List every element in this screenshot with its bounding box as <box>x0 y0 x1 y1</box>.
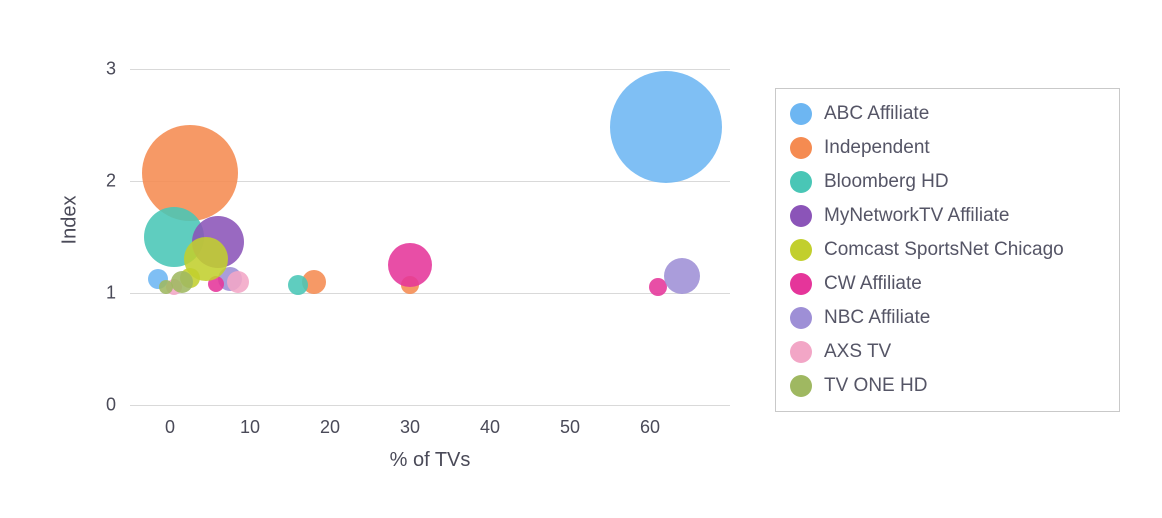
legend-label: NBC Affiliate <box>824 307 930 329</box>
legend-swatch-icon <box>790 137 812 159</box>
x-tick-label: 60 <box>640 417 660 438</box>
x-tick-label: 40 <box>480 417 500 438</box>
plot-area <box>130 35 730 405</box>
legend-swatch-icon <box>790 375 812 397</box>
legend: ABC Affiliate Independent Bloomberg HD MyNe… <box>775 88 1120 412</box>
legend-swatch-icon <box>790 103 812 125</box>
legend-label: AXS TV <box>824 341 891 363</box>
legend-item[interactable]: TV ONE HD <box>790 375 1101 397</box>
legend-label: Comcast SportsNet Chicago <box>824 239 1064 261</box>
y-tick-label: 2 <box>106 170 116 191</box>
bubble-point[interactable] <box>142 125 238 221</box>
y-tick-label: 0 <box>106 395 116 416</box>
bubble-point[interactable] <box>288 275 308 295</box>
chart-container: Index % of TVs ABC Affiliate Independent B… <box>0 0 1162 518</box>
gridline <box>130 405 730 406</box>
legend-swatch-icon <box>790 341 812 363</box>
legend-label: Independent <box>824 137 930 159</box>
legend-swatch-icon <box>790 273 812 295</box>
bubble-point[interactable] <box>610 71 722 183</box>
x-tick-label: 30 <box>400 417 420 438</box>
legend-label: CW Affiliate <box>824 273 922 295</box>
legend-item[interactable]: NBC Affiliate <box>790 307 1101 329</box>
legend-swatch-icon <box>790 205 812 227</box>
legend-swatch-icon <box>790 307 812 329</box>
legend-swatch-icon <box>790 171 812 193</box>
y-tick-label: 1 <box>106 282 116 303</box>
legend-swatch-icon <box>790 239 812 261</box>
bubble-point[interactable] <box>227 271 249 293</box>
gridline <box>130 293 730 294</box>
legend-item[interactable]: CW Affiliate <box>790 273 1101 295</box>
legend-item[interactable]: MyNetworkTV Affiliate <box>790 205 1101 227</box>
legend-label: TV ONE HD <box>824 375 927 397</box>
legend-item[interactable]: AXS TV <box>790 341 1101 363</box>
legend-label: ABC Affiliate <box>824 103 929 125</box>
x-tick-label: 0 <box>165 417 175 438</box>
legend-label: MyNetworkTV Affiliate <box>824 205 1009 227</box>
y-axis-title: Index <box>59 196 82 245</box>
x-tick-label: 20 <box>320 417 340 438</box>
legend-label: Bloomberg HD <box>824 171 949 193</box>
x-tick-label: 10 <box>240 417 260 438</box>
gridline <box>130 69 730 70</box>
bubble-point[interactable] <box>388 243 432 287</box>
legend-item[interactable]: Comcast SportsNet Chicago <box>790 239 1101 261</box>
legend-item[interactable]: Bloomberg HD <box>790 171 1101 193</box>
legend-item[interactable]: ABC Affiliate <box>790 103 1101 125</box>
x-tick-label: 50 <box>560 417 580 438</box>
legend-item[interactable]: Independent <box>790 137 1101 159</box>
bubble-point[interactable] <box>664 258 700 294</box>
x-axis-title: % of TVs <box>390 449 471 472</box>
y-tick-label: 3 <box>106 58 116 79</box>
bubble-point[interactable] <box>171 271 193 293</box>
